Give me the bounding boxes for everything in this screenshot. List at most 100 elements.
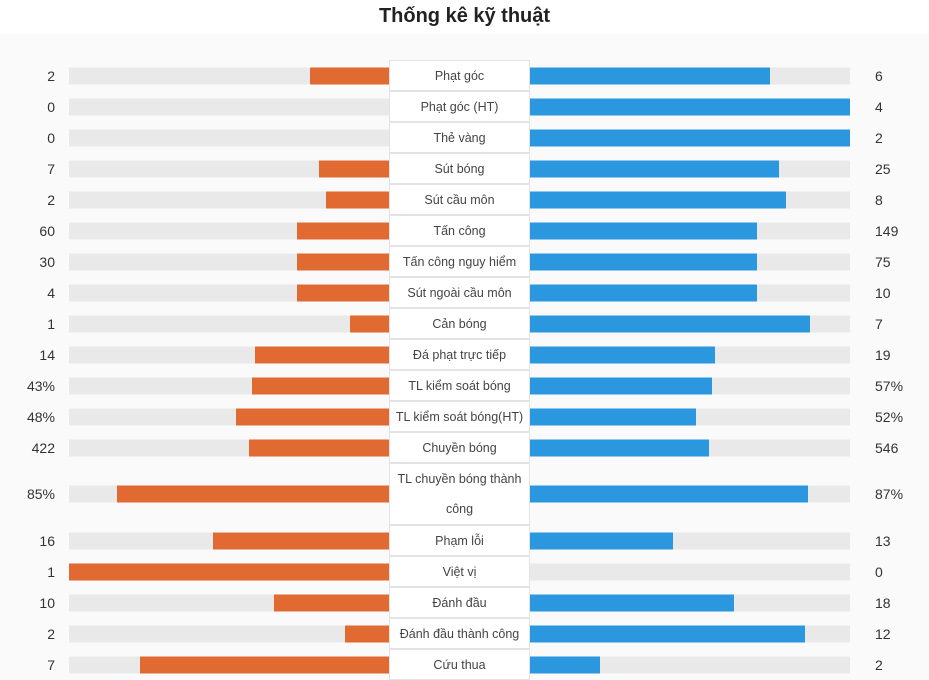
- home-bar: [319, 160, 390, 177]
- away-value: 7: [875, 315, 883, 332]
- stat-row: 85% 87% TL chuyền bóng thành công: [0, 463, 929, 525]
- away-bar-track: [529, 284, 850, 301]
- away-value: 0: [875, 563, 883, 580]
- away-bar-track: [529, 656, 850, 673]
- home-value: 422: [31, 439, 55, 456]
- stat-label: Sút ngoài cầu môn: [389, 277, 530, 308]
- stat-label: Sút cầu môn: [389, 184, 530, 215]
- stat-row: 0 2 Thẻ vàng: [0, 122, 929, 153]
- stat-label: Đánh đầu: [389, 587, 530, 618]
- home-bar-track: [69, 625, 390, 642]
- stat-row: 10 18 Đánh đầu: [0, 587, 929, 618]
- stat-label: Cứu thua: [389, 649, 530, 680]
- away-bar: [529, 408, 696, 425]
- home-bar: [249, 439, 390, 456]
- home-bar: [345, 625, 390, 642]
- home-value: 2: [47, 67, 55, 84]
- home-bar-track: [69, 408, 390, 425]
- stat-label: Cản bóng: [389, 308, 530, 339]
- home-bar-track: [69, 346, 390, 363]
- stat-row: 1 0 Việt vị: [0, 556, 929, 587]
- away-bar-track: [529, 346, 850, 363]
- away-bar-track: [529, 594, 850, 611]
- stat-row: 1 7 Cản bóng: [0, 308, 929, 339]
- home-value: 10: [39, 594, 55, 611]
- stat-label: TL kiểm soát bóng: [389, 370, 530, 401]
- away-bar: [529, 222, 757, 239]
- home-bar: [350, 315, 390, 332]
- home-bar-track: [69, 253, 390, 270]
- away-value: 18: [875, 594, 891, 611]
- away-bar-track: [529, 253, 850, 270]
- stat-row: 422 546 Chuyền bóng: [0, 432, 929, 463]
- home-bar-track: [69, 222, 390, 239]
- stat-row: 14 19 Đá phạt trực tiếp: [0, 339, 929, 370]
- away-value: 87%: [875, 486, 904, 502]
- away-bar-track: [529, 129, 850, 146]
- away-bar-track: [529, 625, 850, 642]
- home-bar-track: [69, 98, 390, 115]
- away-value: 2: [875, 656, 883, 673]
- away-value: 57%: [875, 377, 904, 394]
- home-value: 7: [47, 656, 55, 673]
- home-value: 85%: [26, 486, 55, 502]
- stat-row: 60 149 Tấn công: [0, 215, 929, 246]
- home-bar: [255, 346, 390, 363]
- stat-label: Đánh đầu thành công: [389, 618, 530, 649]
- away-bar-track: [529, 222, 850, 239]
- stat-row: 2 6 Phạt góc: [0, 60, 929, 91]
- stat-label: Thẻ vàng: [389, 122, 530, 153]
- stat-row: 30 75 Tấn công nguy hiểm: [0, 246, 929, 277]
- stat-row: 4 10 Sút ngoài cầu môn: [0, 277, 929, 308]
- away-bar: [529, 67, 770, 84]
- stat-row: 2 8 Sút cầu môn: [0, 184, 929, 215]
- away-value: 12: [875, 625, 891, 642]
- away-bar-track: [529, 563, 850, 580]
- home-bar: [117, 485, 390, 503]
- stat-row: 7 25 Sút bóng: [0, 153, 929, 184]
- away-bar: [529, 129, 850, 146]
- away-bar: [529, 284, 757, 301]
- home-value: 60: [39, 222, 55, 239]
- stat-label: TL chuyền bóng thành công: [389, 463, 530, 525]
- home-bar-track: [69, 67, 390, 84]
- away-bar: [529, 98, 850, 115]
- away-value: 8: [875, 191, 883, 208]
- away-bar: [529, 532, 673, 549]
- home-bar-track: [69, 439, 390, 456]
- away-value: 149: [875, 222, 899, 239]
- away-bar: [529, 485, 808, 503]
- away-bar-track: [529, 485, 850, 503]
- stat-label: Việt vị: [389, 556, 530, 587]
- stat-row: 48% 52% TL kiểm soát bóng(HT): [0, 401, 929, 432]
- away-bar: [529, 377, 712, 394]
- away-bar-track: [529, 160, 850, 177]
- home-bar: [310, 67, 390, 84]
- away-bar: [529, 625, 805, 642]
- home-value: 1: [47, 315, 55, 332]
- home-value: 1: [47, 563, 55, 580]
- away-bar: [529, 160, 779, 177]
- away-value: 4: [875, 98, 883, 115]
- stat-label: Chuyền bóng: [389, 432, 530, 463]
- stat-label: Tấn công: [389, 215, 530, 246]
- stat-label: TL kiểm soát bóng(HT): [389, 401, 530, 432]
- stat-row: 7 2 Cứu thua: [0, 649, 929, 680]
- away-bar: [529, 594, 734, 611]
- away-value: 546: [875, 439, 899, 456]
- home-value: 14: [39, 346, 55, 363]
- stat-row: 43% 57% TL kiểm soát bóng: [0, 370, 929, 401]
- home-bar-track: [69, 315, 390, 332]
- stat-label: Phạt góc (HT): [389, 91, 530, 122]
- home-value: 30: [39, 253, 55, 270]
- home-bar: [297, 222, 390, 239]
- away-bar: [529, 656, 600, 673]
- stat-row: 2 12 Đánh đầu thành công: [0, 618, 929, 649]
- home-bar: [274, 594, 390, 611]
- home-bar-track: [69, 532, 390, 549]
- away-bar: [529, 315, 810, 332]
- home-value: 7: [47, 160, 55, 177]
- home-bar: [236, 408, 390, 425]
- home-bar-track: [69, 485, 390, 503]
- home-value: 43%: [26, 377, 55, 394]
